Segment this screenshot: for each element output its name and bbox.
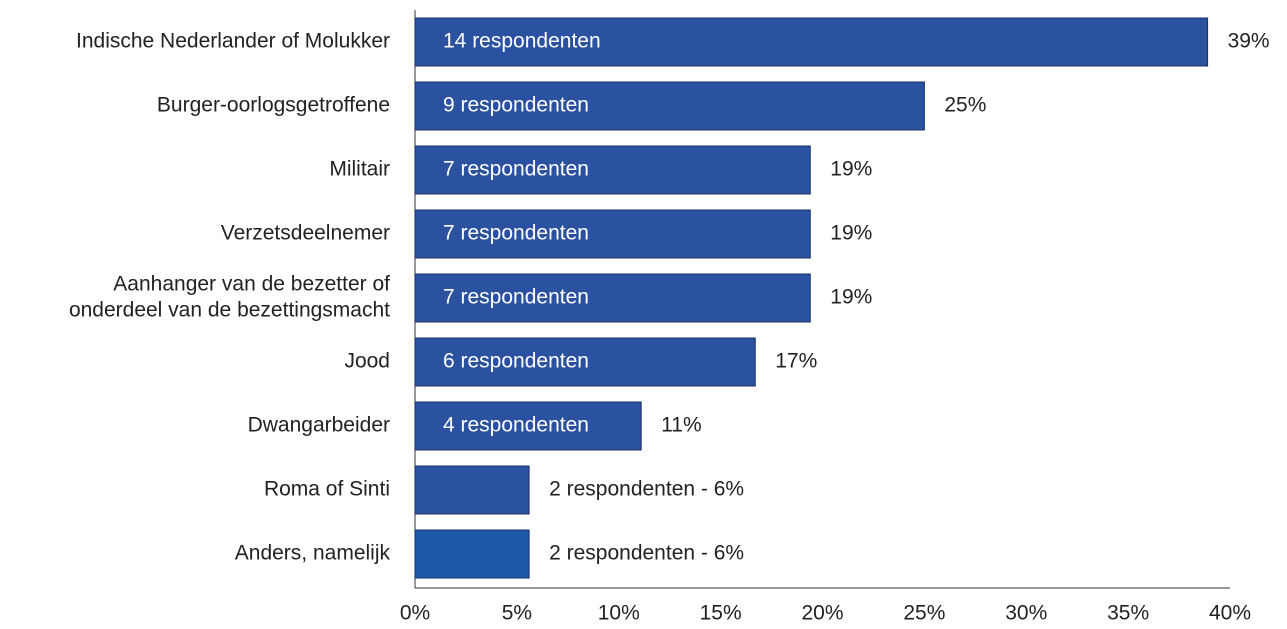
value-label: 17%	[775, 350, 817, 373]
bar-label: 7 respondenten	[443, 286, 589, 309]
bar-label: 6 respondenten	[443, 350, 589, 373]
bar	[414, 337, 756, 387]
value-label: 2 respondenten - 6%	[549, 542, 744, 565]
x-tick-label: 15%	[700, 602, 742, 625]
bar	[414, 273, 811, 323]
value-label: 19%	[830, 222, 872, 245]
category-label: Verzetsdeelnemer	[221, 222, 390, 245]
value-label: 19%	[830, 158, 872, 181]
bar	[414, 81, 925, 131]
bar	[414, 145, 811, 195]
x-tick-label: 0%	[400, 602, 430, 625]
value-label: 19%	[830, 286, 872, 309]
bar	[414, 401, 642, 451]
x-tick-label: 25%	[903, 602, 945, 625]
bar-label: 14 respondenten	[443, 30, 601, 53]
value-label: 2 respondenten - 6%	[549, 478, 744, 501]
value-label: 25%	[944, 94, 986, 117]
category-label: Militair	[329, 158, 390, 181]
x-tick-label: 35%	[1107, 602, 1149, 625]
bar	[414, 529, 530, 579]
category-label: Anders, namelijk	[235, 542, 391, 565]
bar-label: 4 respondenten	[443, 414, 589, 437]
bar	[414, 17, 1209, 67]
category-label: Aanhanger van de bezetter of	[113, 273, 390, 296]
category-label: Burger-oorlogsgetroffene	[157, 94, 390, 117]
bar-label: 7 respondenten	[443, 222, 589, 245]
x-tick-label: 30%	[1005, 602, 1047, 625]
category-label: Indische Nederlander of Molukker	[76, 30, 390, 53]
category-label: Jood	[344, 350, 390, 373]
value-label: 11%	[661, 414, 701, 437]
value-label: 39%	[1228, 30, 1270, 53]
category-label: Dwangarbeider	[248, 414, 390, 437]
bar-label: 9 respondenten	[443, 94, 589, 117]
bar	[414, 209, 811, 259]
bar	[414, 465, 530, 515]
category-label: Roma of Sinti	[264, 478, 390, 501]
x-tick-label: 5%	[502, 602, 532, 625]
x-tick-label: 10%	[598, 602, 640, 625]
bar-label: 7 respondenten	[443, 158, 589, 181]
x-tick-label: 40%	[1209, 602, 1251, 625]
category-label: onderdeel van de bezettingsmacht	[69, 299, 390, 322]
x-tick-label: 20%	[801, 602, 843, 625]
